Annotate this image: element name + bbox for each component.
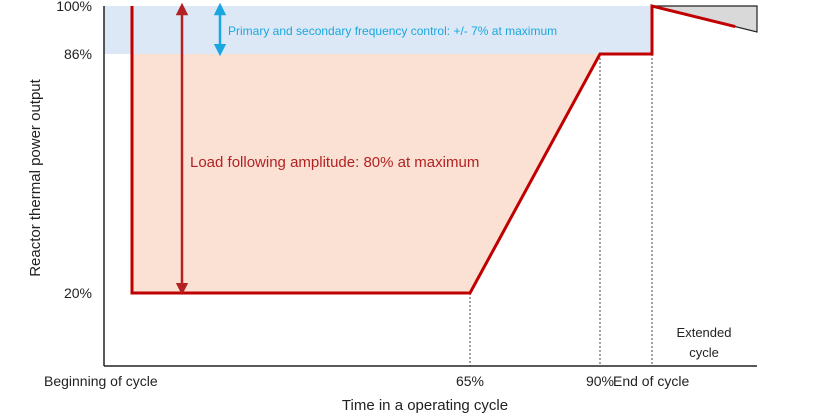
frequency-control-band (104, 6, 652, 54)
x-tick-label: End of cycle (613, 373, 689, 389)
x-tick-label: 65% (456, 373, 484, 389)
y-tick-label: 86% (64, 46, 92, 62)
extended-cycle-label: Extended (677, 325, 732, 340)
background-areas (104, 5, 758, 293)
load-following-annotation: Load following amplitude: 80% at maximum (190, 154, 479, 171)
tick-labels: 100% 86% 20% Beginning of cycle 65% 90% … (44, 0, 689, 389)
x-axis-title: Time in a operating cycle (342, 397, 508, 414)
power-output-line (130, 4, 736, 295)
annotation-arrows (175, 2, 227, 296)
load-following-area (132, 54, 600, 293)
frequency-control-annotation: Primary and secondary frequency control:… (228, 24, 557, 38)
axes (103, 6, 757, 367)
series (130, 4, 736, 295)
x-tick-label: 90% (586, 373, 614, 389)
extended-cycle-label: cycle (689, 345, 719, 360)
y-axis-title: Reactor thermal power output (27, 78, 44, 276)
x-tick-label: Beginning of cycle (44, 373, 158, 389)
guide-lines (469, 54, 653, 366)
y-tick-label: 20% (64, 285, 92, 301)
y-tick-label: 100% (56, 0, 92, 14)
